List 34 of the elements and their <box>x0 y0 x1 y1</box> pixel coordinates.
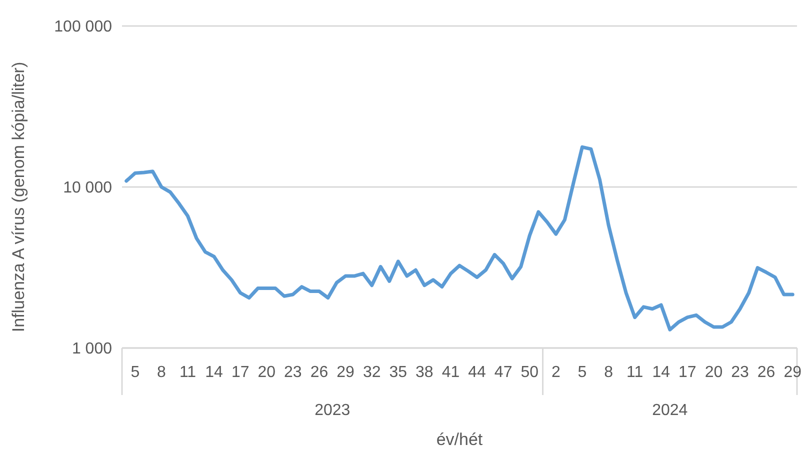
x-tick-label: 26 <box>310 364 328 381</box>
x-tick-label: 11 <box>179 364 196 381</box>
x-tick-label: 26 <box>757 364 776 381</box>
x-tick-label: 11 <box>626 364 644 381</box>
text: 2023 <box>314 402 350 419</box>
y-tick-label: 100 000 <box>54 18 112 36</box>
x-tick-label: 20 <box>704 364 723 381</box>
x-tick-label: 20 <box>258 364 276 381</box>
y-tick-label: 10 000 <box>63 180 112 197</box>
x-tick-label: 14 <box>205 364 224 381</box>
x-tick-label: 5 <box>578 364 587 381</box>
x-tick-label: 38 <box>416 364 434 381</box>
x-axis-title: év/hét <box>436 430 483 449</box>
x-tick-label: 23 <box>284 364 302 381</box>
x-tick-label: 44 <box>468 364 486 381</box>
y-tick-label: 1 000 <box>72 340 112 358</box>
y-axis-title: Influenza A vírus (genom kópia/liter) <box>9 62 28 332</box>
x-tick-label: 29 <box>784 364 802 381</box>
text: 2024 <box>652 402 688 419</box>
x-tick-label: 50 <box>520 364 539 381</box>
line-series <box>124 145 794 332</box>
x-tick-label: 14 <box>652 364 670 381</box>
x-tick-label: 8 <box>156 364 166 381</box>
x-tick-label: 29 <box>336 364 355 381</box>
x-tick-label: 32 <box>362 364 381 381</box>
x-tick-label: 2 <box>551 364 560 381</box>
x-tick-label: 35 <box>389 364 408 381</box>
x-tick-label: 8 <box>604 364 614 381</box>
x-tick-label: 41 <box>442 364 460 381</box>
x-tick-label: 47 <box>494 364 512 381</box>
x-tick-label: 5 <box>130 364 140 381</box>
x-tick-label: 17 <box>231 364 250 381</box>
x-tick-label: 23 <box>731 364 750 381</box>
x-tick-label: 17 <box>678 364 696 381</box>
